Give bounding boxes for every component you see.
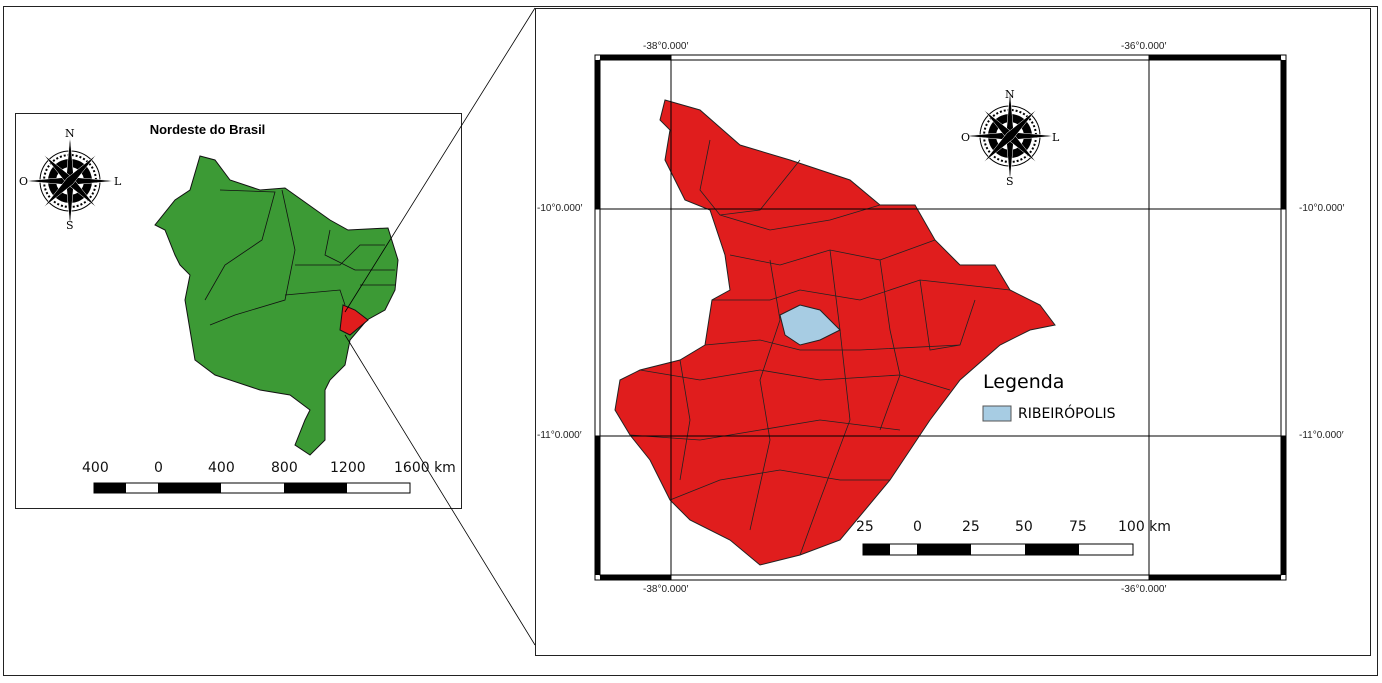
compass-o: O — [961, 131, 971, 144]
grid-label-top: -36°0.000′ — [1121, 41, 1167, 52]
scale-label: 0 — [913, 519, 922, 535]
scale-label: 0 — [154, 460, 163, 476]
scale-label: 1200 — [330, 460, 366, 476]
compass-o: O — [19, 175, 29, 188]
nordeste-region — [154, 155, 399, 456]
compass-l: L — [114, 175, 122, 188]
main-map-frame — [535, 8, 1371, 656]
scale-label: 800 — [271, 460, 298, 476]
scale-label: 75 — [1069, 519, 1087, 535]
grid-label-left: -10°0.000′ — [537, 203, 583, 214]
compass-n: N — [1005, 88, 1015, 101]
compass-l: L — [1052, 131, 1060, 144]
inset-title: Nordeste do Brasil — [149, 122, 266, 137]
legend-title: Legenda — [983, 371, 1065, 393]
page-border — [3, 6, 1378, 676]
inset-map-frame — [15, 113, 462, 509]
scale-label: 1600 km — [394, 460, 456, 476]
legend-item-label: RIBEIRÓPOLIS — [1018, 406, 1116, 422]
scale-label: 50 — [1015, 519, 1033, 535]
ribeiropolis — [779, 304, 841, 346]
compass-s: S — [66, 219, 74, 232]
scale-label: 100 km — [1118, 519, 1171, 535]
grid-label-left: -11°0.000′ — [537, 430, 582, 441]
grid-label-bottom: -36°0.000′ — [1121, 584, 1167, 595]
grid-label-bottom: -38°0.000′ — [643, 584, 689, 595]
scale-label: 400 — [208, 460, 235, 476]
grid-label-top: -38°0.000′ — [643, 41, 689, 52]
compass-rose-icon — [24, 135, 116, 227]
grid-label-right: -10°0.000′ — [1299, 203, 1345, 214]
sergipe-highlight — [339, 304, 369, 336]
scale-label: 25 — [856, 519, 874, 535]
grid-label-right: -11°0.000′ — [1299, 430, 1344, 441]
scale-label: 400 — [82, 460, 109, 476]
compass-n: N — [65, 127, 75, 140]
scale-label: 25 — [962, 519, 980, 535]
compass-s: S — [1006, 175, 1014, 188]
